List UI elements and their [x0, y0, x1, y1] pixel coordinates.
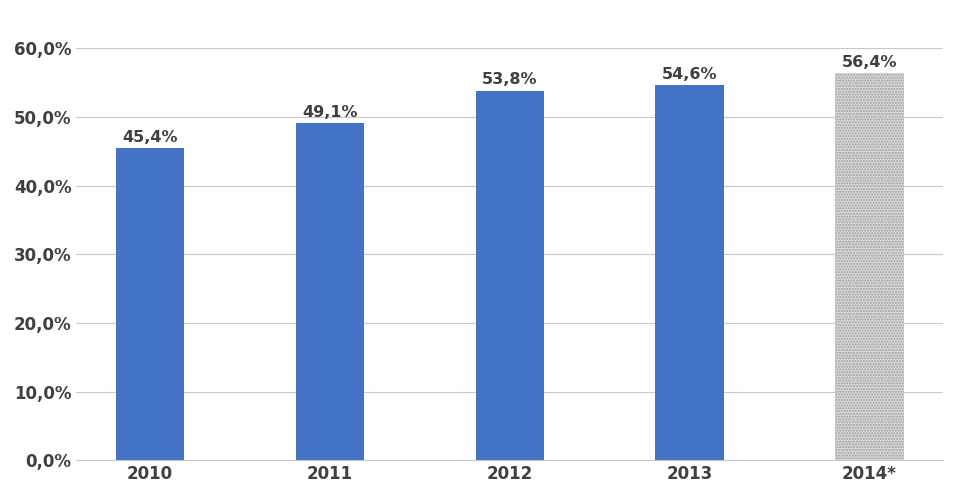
Text: 49,1%: 49,1% — [302, 105, 358, 120]
Bar — [656, 85, 723, 460]
Text: 45,4%: 45,4% — [122, 130, 178, 145]
Bar — [835, 73, 903, 460]
Bar — [476, 91, 544, 460]
Bar — [116, 149, 184, 460]
Text: 53,8%: 53,8% — [482, 73, 538, 87]
Bar — [835, 73, 903, 460]
Text: 56,4%: 56,4% — [842, 55, 898, 70]
Bar — [296, 123, 364, 460]
Text: 54,6%: 54,6% — [662, 67, 718, 82]
